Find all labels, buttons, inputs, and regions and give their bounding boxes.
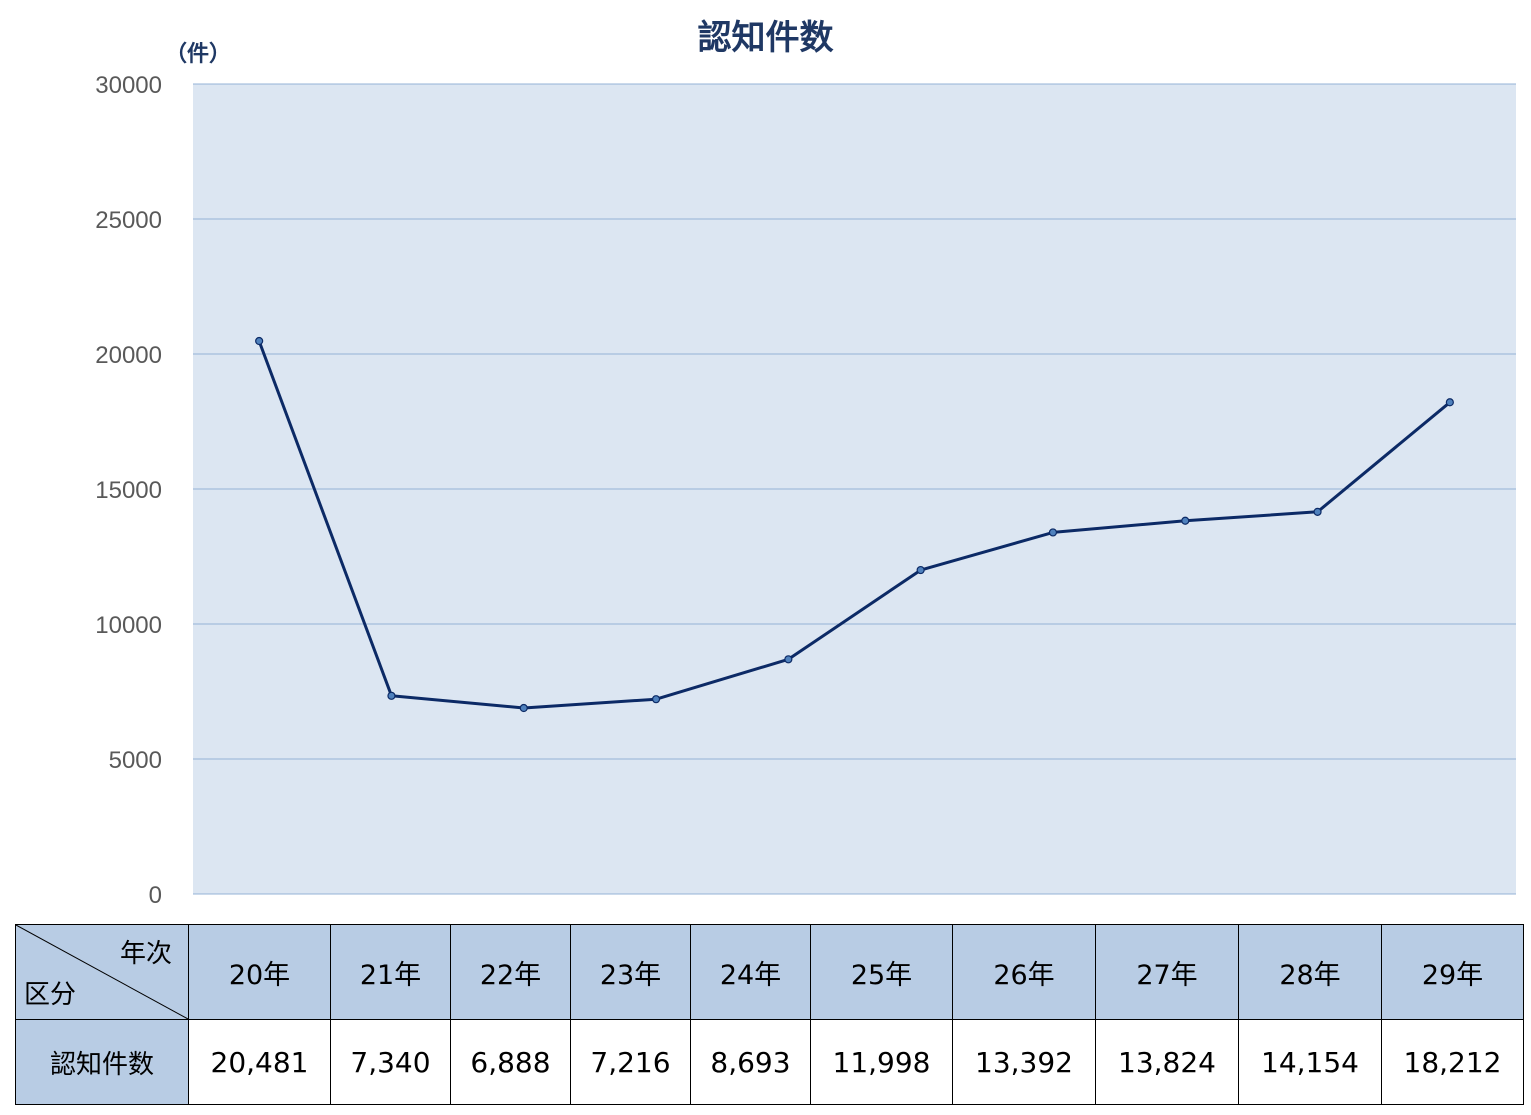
- table-value-cell: 7,216: [570, 1019, 691, 1105]
- table-value-cell: 14,154: [1238, 1019, 1382, 1105]
- table-header-cell: 26年: [952, 924, 1096, 1020]
- row-label: 認知件数: [15, 1019, 189, 1105]
- table-value-row: 認知件数 20,481 7,340 6,888 7,216 8,693 11,998 13,…: [15, 1019, 1524, 1105]
- table-header-cell: 25年: [810, 924, 953, 1020]
- chart-title: 認知件数: [697, 18, 834, 58]
- table-value-cell: 7,340: [330, 1019, 451, 1105]
- data-point: [784, 655, 793, 664]
- table-header-cell: 28年: [1238, 924, 1382, 1020]
- y-tick-label: 25000: [95, 207, 162, 234]
- y-tick-label: 0: [149, 882, 162, 909]
- data-point: [916, 565, 925, 575]
- table-header-cell: 21年: [330, 924, 451, 1020]
- data-table: 年次 区分 20年 21年 22年 23年 24年 25年 26年 27年 28年 29年 認知件…: [15, 924, 1524, 1105]
- y-tick-label: 15000: [95, 477, 162, 504]
- corner-label-year: 年次: [119, 939, 172, 969]
- y-tick-label: 10000: [95, 612, 162, 639]
- table-value-cell: 20,481: [188, 1019, 331, 1105]
- data-point: [1445, 398, 1454, 407]
- y-tick-label: 20000: [95, 342, 162, 369]
- table-value-cell: 13,392: [952, 1019, 1096, 1105]
- data-point: [1181, 516, 1190, 525]
- data-point: [519, 703, 528, 713]
- y-tick-label: 30000: [95, 72, 162, 99]
- data-point: [651, 695, 661, 704]
- data-markers: [255, 336, 1454, 713]
- table-header-cell: 20年: [188, 924, 331, 1020]
- y-axis-unit-label: （件）: [165, 42, 232, 67]
- table-header-cell: 27年: [1095, 924, 1239, 1020]
- corner-label-category: 区分: [24, 980, 77, 1010]
- table-header-cell: 24年: [690, 924, 811, 1020]
- data-point: [387, 691, 396, 700]
- line-chart: 0 5000 10000 15000 20000 25000 30000: [95, 72, 1516, 909]
- y-axis-ticks: 0 5000 10000 15000 20000 25000 30000: [95, 72, 162, 909]
- corner-diagonal: [16, 925, 188, 1019]
- y-tick-label: 5000: [109, 747, 162, 774]
- table-header-cell: 29年: [1381, 924, 1524, 1020]
- gridlines: [193, 83, 1516, 895]
- table-value-cell: 8,693: [690, 1019, 811, 1105]
- table-value-cell: 11,998: [810, 1019, 953, 1105]
- table-value-cell: 13,824: [1095, 1019, 1239, 1105]
- table-header-cell: 23年: [570, 924, 691, 1020]
- table-value-cell: 18,212: [1381, 1019, 1524, 1105]
- table-value-cell: 6,888: [450, 1019, 571, 1105]
- table-header-row: 年次 区分 20年 21年 22年 23年 24年 25年 26年 27年 28年 29年: [15, 924, 1524, 1020]
- data-point: [1048, 528, 1058, 537]
- table-header-cell: 22年: [450, 924, 571, 1020]
- series-line: [257, 340, 1451, 710]
- table-corner-cell: 年次 区分: [15, 924, 189, 1020]
- data-point: [255, 336, 264, 346]
- data-point: [1313, 507, 1322, 516]
